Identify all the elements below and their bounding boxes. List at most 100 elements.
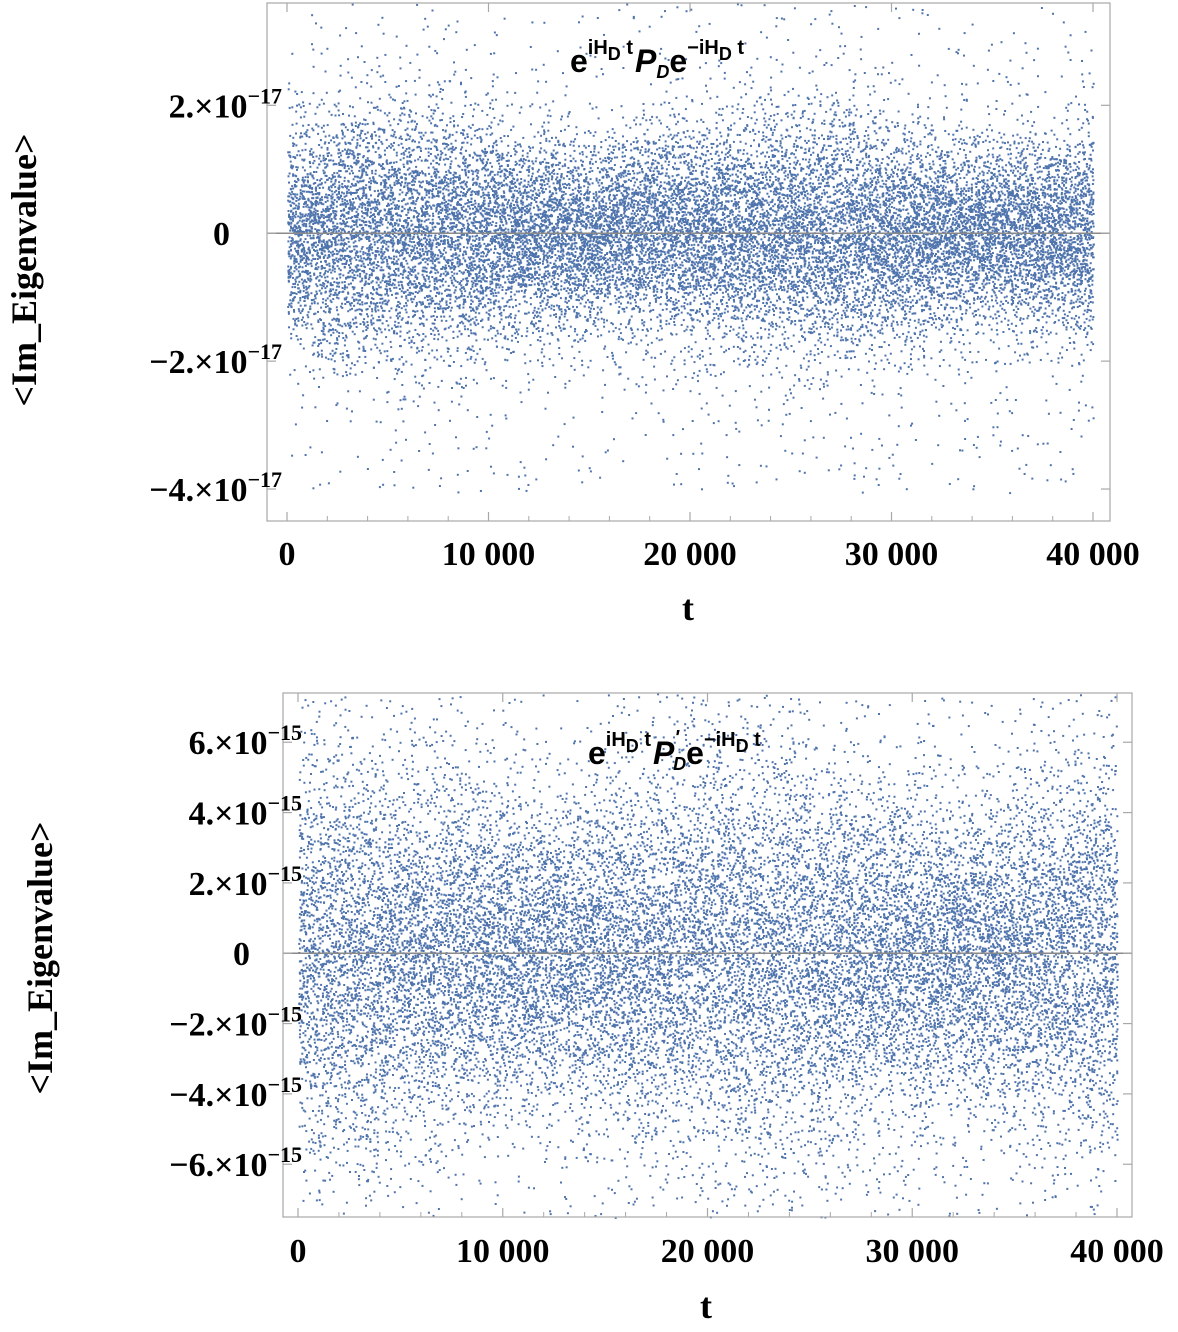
scatter-point (381, 128, 384, 131)
scatter-point (366, 200, 369, 203)
scatter-point (480, 195, 483, 198)
scatter-point (301, 215, 304, 218)
scatter-point (406, 99, 409, 102)
scatter-point (445, 184, 448, 187)
scatter-point (363, 169, 366, 172)
scatter-point (347, 167, 350, 170)
scatter-point (370, 182, 372, 185)
scatter-point (326, 242, 329, 245)
scatter-point (341, 254, 344, 257)
scatter-point (391, 225, 394, 228)
scatter-point (476, 178, 479, 181)
scatter-point (420, 309, 423, 312)
scatter-point (330, 218, 333, 220)
scatter-point (288, 181, 290, 184)
scatter-point (295, 241, 298, 244)
scatter-point (485, 133, 488, 136)
scatter-point (485, 447, 488, 450)
scatter-point (305, 225, 308, 228)
scatter-point (481, 238, 484, 241)
scatter-point (324, 201, 327, 203)
scatter-point (382, 74, 385, 77)
scatter-point (350, 230, 353, 233)
scatter-point (357, 212, 360, 215)
scatter-point (292, 165, 295, 168)
scatter-point (376, 105, 379, 108)
scatter-point (442, 249, 445, 252)
scatter-point (291, 242, 294, 245)
scatter-point (354, 216, 357, 218)
scatter-point (383, 239, 386, 242)
scatter-point (301, 308, 304, 311)
scatter-point (464, 328, 467, 331)
scatter-point (288, 303, 291, 306)
scatter-point (293, 180, 296, 183)
scatter-point (462, 161, 464, 164)
scatter-point (481, 357, 484, 360)
scatter-point (327, 194, 330, 197)
scatter-point (441, 267, 444, 270)
scatter-point (439, 119, 442, 122)
scatter-point (368, 244, 371, 247)
scatter-point (393, 235, 396, 237)
scatter-point (477, 304, 480, 307)
scatter-point (414, 269, 417, 272)
scatter-point (297, 235, 300, 238)
scatter-point (361, 174, 364, 177)
scatter-point (293, 241, 296, 244)
scatter-point (343, 344, 346, 347)
scatter-point (343, 249, 346, 252)
scatter-point (355, 258, 358, 261)
scatter-point (372, 121, 375, 124)
scatter-point (471, 269, 474, 272)
scatter-point (366, 146, 369, 149)
scatter-point (304, 323, 307, 326)
scatter-point (393, 242, 396, 245)
scatter-point (366, 131, 369, 134)
scatter-point (374, 225, 377, 228)
scatter-point (420, 238, 423, 241)
scatter-point (312, 257, 315, 260)
scatter-point (364, 161, 367, 164)
scatter-point (457, 447, 460, 450)
scatter-point (330, 206, 333, 209)
scatter-point (398, 368, 401, 371)
scatter-point (323, 338, 326, 341)
scatter-point (389, 184, 392, 187)
scatter-point (452, 222, 455, 225)
scatter-point (439, 300, 442, 303)
scatter-point (403, 106, 405, 109)
scatter-point (287, 306, 290, 308)
scatter-point (407, 208, 410, 211)
scatter-point (401, 317, 404, 320)
scatter-point (417, 405, 420, 408)
scatter-point (336, 265, 339, 268)
scatter-point (464, 171, 467, 174)
scatter-point (330, 243, 333, 246)
scatter-point (312, 237, 315, 239)
scatter-point (291, 215, 294, 218)
scatter-point (431, 276, 434, 278)
scatter-point (472, 183, 474, 186)
scatter-point (432, 179, 434, 182)
scatter-point (379, 109, 382, 112)
scatter-point (296, 244, 298, 247)
scatter-point (328, 246, 331, 249)
scatter-point (420, 289, 423, 292)
scatter-point (338, 192, 340, 195)
scatter-point (320, 267, 323, 270)
scatter-point (333, 199, 336, 201)
scatter-point (370, 179, 373, 182)
scatter-point (337, 198, 340, 201)
scatter-point (392, 239, 395, 242)
scatter-point (449, 243, 452, 246)
scatter-point (349, 275, 352, 278)
scatter-point (361, 172, 364, 175)
scatter-point (380, 307, 383, 310)
scatter-point (372, 227, 375, 230)
scatter-point (395, 296, 398, 299)
scatter-point (464, 352, 467, 354)
scatter-point (299, 338, 302, 340)
scatter-point (323, 159, 326, 162)
scatter-point (339, 470, 342, 473)
